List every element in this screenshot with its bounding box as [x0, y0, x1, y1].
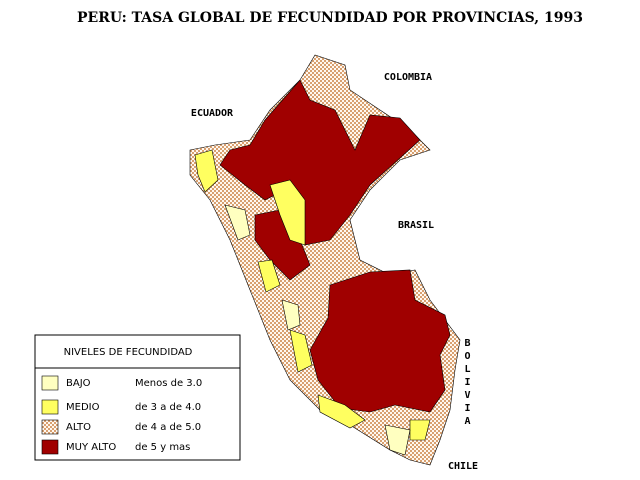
region-medio	[317, 394, 366, 429]
region-bajo	[224, 204, 251, 241]
legend-swatch	[41, 419, 59, 435]
region-medio	[289, 329, 313, 373]
legend-items: BAJO Menos de 3.0 MEDIO de 3 a de 4.0 ALTO de…	[41, 375, 202, 455]
region-medio	[409, 419, 431, 441]
neighbor-label: BRASIL	[398, 220, 434, 231]
legend-range: de 3 a de 4.0	[135, 402, 201, 413]
region-medio	[257, 259, 281, 293]
legend-title: NIVELES DE FECUNDIDAD	[64, 347, 193, 358]
legend-label: MUY ALTO	[66, 442, 116, 453]
region-muy-alto	[309, 269, 451, 413]
peru-map	[189, 54, 461, 466]
legend-range: Menos de 3.0	[135, 378, 202, 389]
legend-range: de 5 y mas	[135, 442, 190, 453]
neighbor-label: CHILE	[448, 461, 478, 472]
region-bajo	[281, 299, 301, 331]
neighbor-label: BOLIVIA	[462, 338, 473, 429]
title: PERU: TASA GLOBAL DE FECUNDIDAD POR PROV…	[77, 10, 583, 26]
legend-label: ALTO	[66, 422, 91, 433]
region-muy-alto	[219, 79, 421, 246]
region-medio	[194, 149, 219, 193]
legend-label: MEDIO	[66, 402, 100, 413]
legend-swatch	[41, 399, 59, 415]
legend-box	[34, 334, 241, 461]
legend-label: BAJO	[66, 378, 91, 389]
neighbor-label: ECUADOR	[191, 108, 234, 119]
legend-range: de 4 a de 5.0	[135, 422, 201, 433]
legend: NIVELES DE FECUNDIDAD BAJO Menos de 3.0 ME…	[34, 334, 241, 461]
legend-swatch	[41, 439, 59, 455]
neighbor-label: COLOMBIA	[384, 72, 432, 83]
region-bajo	[384, 424, 411, 456]
region-medio	[269, 179, 306, 246]
legend-swatch	[41, 375, 59, 391]
